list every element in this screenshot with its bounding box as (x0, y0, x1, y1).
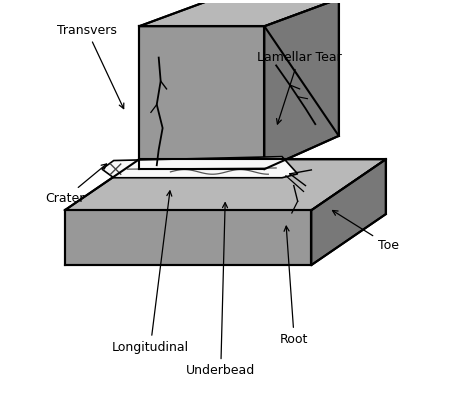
Text: Transvers: Transvers (57, 24, 124, 109)
Polygon shape (139, 0, 339, 26)
Polygon shape (65, 159, 386, 210)
Polygon shape (139, 26, 264, 169)
Text: Crater: Crater (45, 164, 107, 205)
Polygon shape (65, 210, 311, 265)
Text: Lamellar Tear: Lamellar Tear (256, 51, 341, 124)
Text: Toe: Toe (333, 210, 399, 252)
Polygon shape (311, 159, 386, 265)
Polygon shape (102, 156, 298, 178)
Text: Longitudinal: Longitudinal (112, 191, 189, 354)
Text: Root: Root (280, 226, 309, 346)
Text: Underbead: Underbead (186, 203, 255, 377)
Polygon shape (264, 0, 339, 169)
